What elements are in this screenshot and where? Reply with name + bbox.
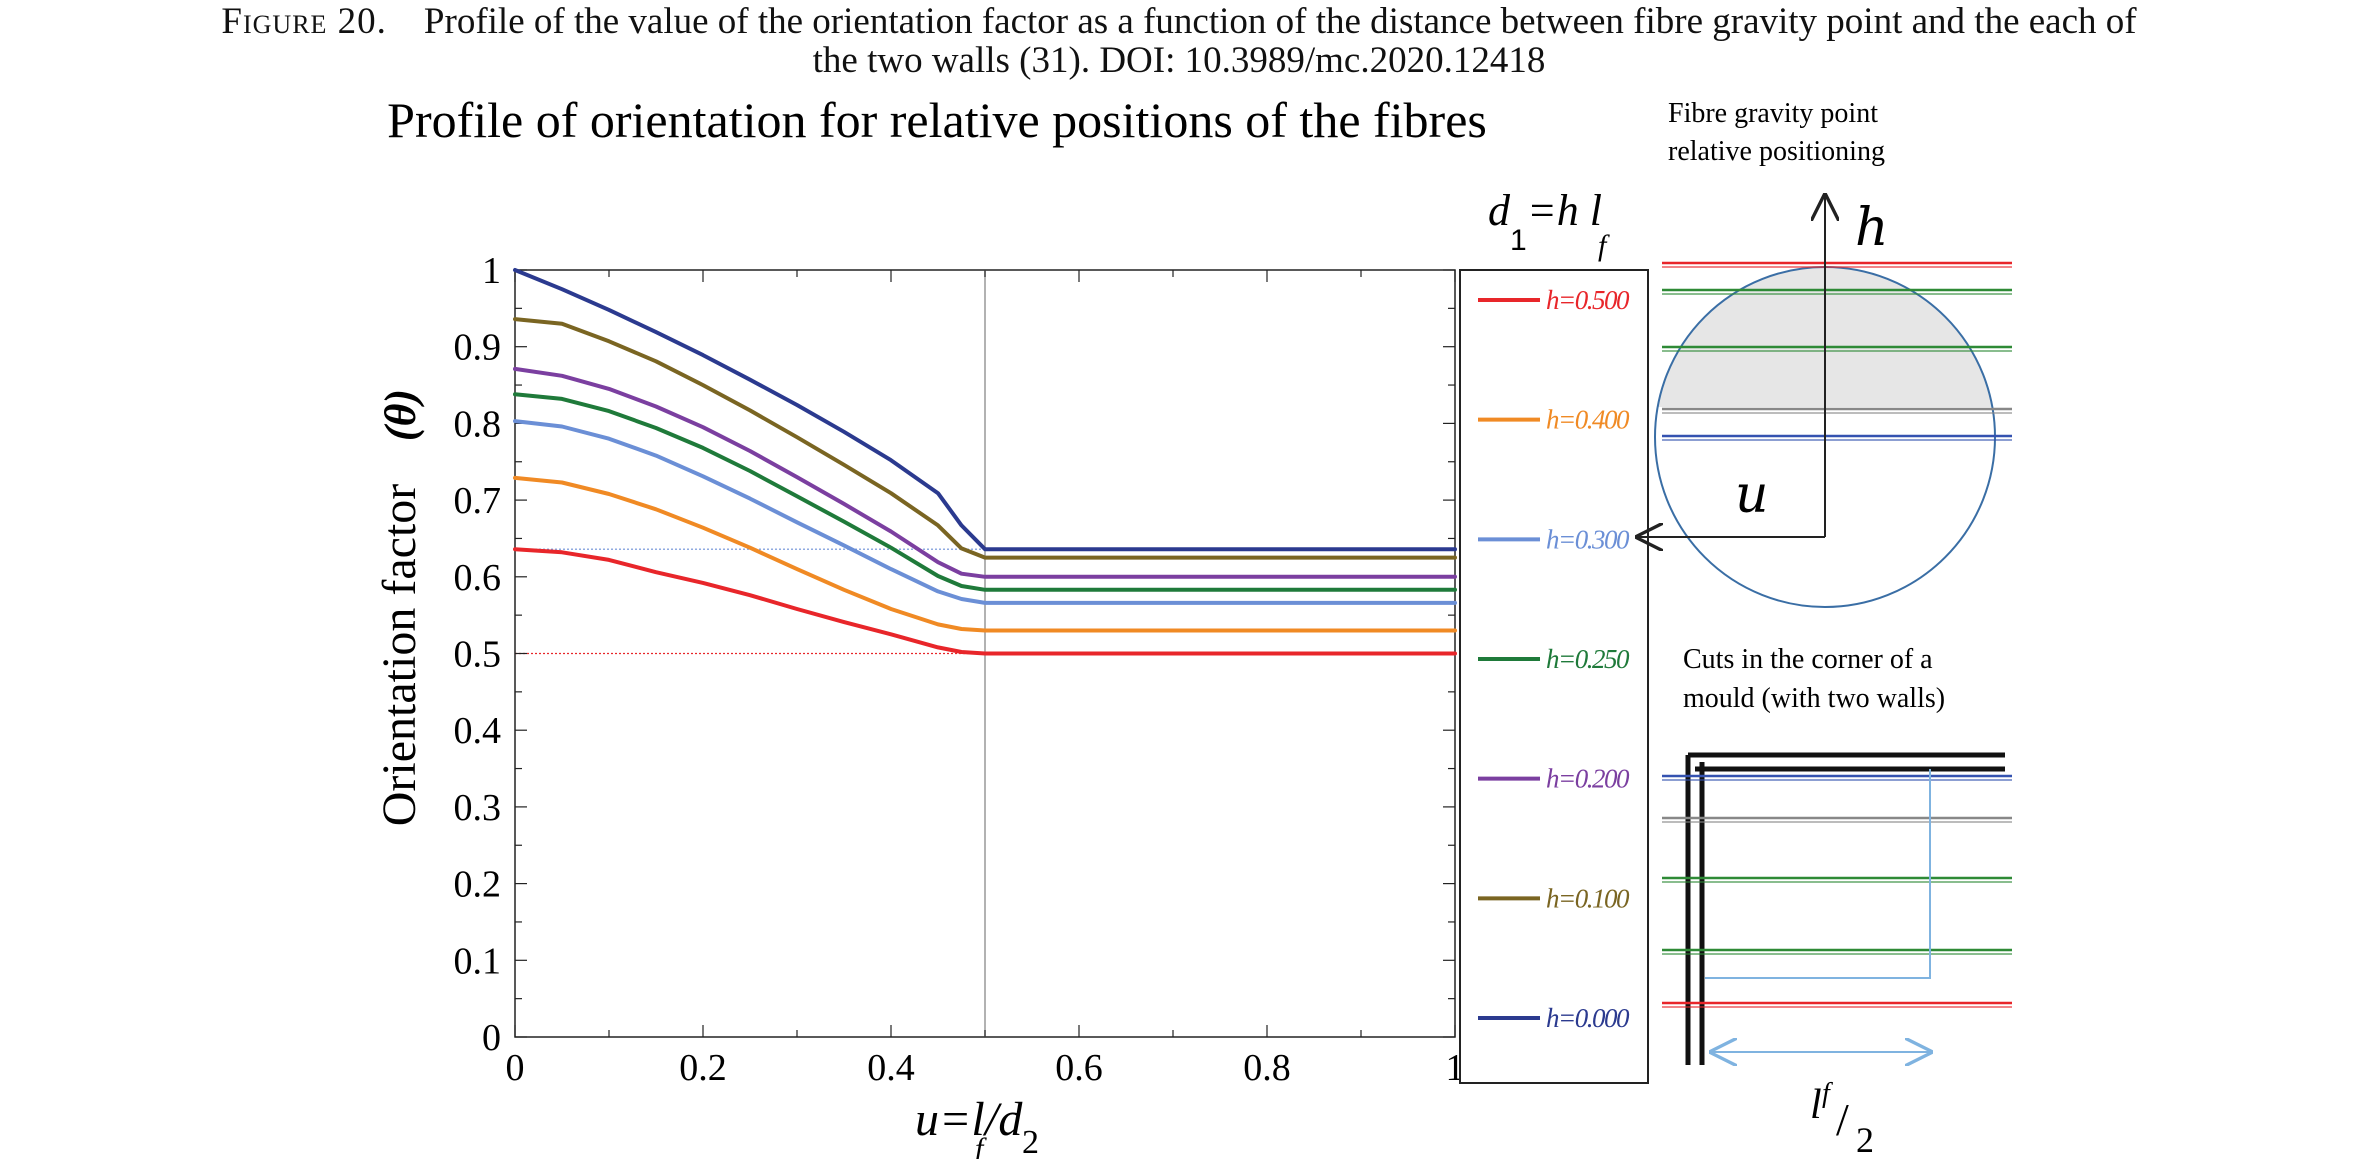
series-line — [513, 547, 1457, 656]
y-tick-label: 0 — [482, 1017, 501, 1059]
legend-label: h=0.250 — [1546, 644, 1630, 674]
circle-cap-shading — [1655, 267, 1995, 407]
caption-text-1: Profile of the value of the orientation … — [423, 1, 2137, 42]
x-tick-label: 0.4 — [867, 1047, 915, 1089]
lf-half-label-f: f — [1822, 1078, 1833, 1109]
x-axis-label: u=l f /d 2 — [915, 1093, 1039, 1159]
chart-title: Profile of orientation for relative posi… — [387, 92, 1487, 148]
u-label: u — [1735, 465, 1769, 525]
y-tick-label: 0.7 — [454, 480, 502, 522]
reference-lines — [515, 548, 985, 655]
series-line — [513, 366, 1457, 579]
x-tick-label: 0.8 — [1243, 1047, 1291, 1089]
caption-line-1: Figure 20. Profile of the value of the o… — [0, 2, 2358, 41]
y-tick-label: 0.9 — [454, 327, 502, 369]
fibre-extent-outline — [1705, 769, 1931, 979]
legend-label: h=0.200 — [1546, 764, 1630, 794]
legend-title-eq: =h l — [1527, 186, 1602, 235]
y-tick-label: 0.4 — [454, 710, 502, 752]
figure-label: Figure 20. — [221, 1, 387, 42]
legend-label: h=0.000 — [1546, 1003, 1630, 1033]
y-axis-label: Orientation factor (θ) — [373, 389, 426, 826]
gravity-position-lines — [1662, 261, 2012, 441]
lf-half-label-2: 2 — [1856, 1120, 1874, 1159]
mould-title-line1: Cuts in the corner of a — [1683, 644, 1933, 675]
lf-half-label-l: l — [1810, 1082, 1822, 1128]
gravity-title-line1: Fibre gravity point — [1668, 98, 1878, 129]
legend-title-d: d — [1488, 186, 1511, 235]
y-tick-label: 0.5 — [454, 634, 502, 676]
x-tick-labels: 0 0.2 0.4 0.6 0.8 1 — [506, 1047, 1465, 1089]
gravity-title-line2: relative positioning — [1668, 136, 1885, 167]
x-tick-label: 0 — [506, 1047, 525, 1089]
legend-label: h=0.500 — [1546, 285, 1630, 315]
x-tick-label: 0.2 — [679, 1047, 727, 1089]
y-axis-label-theta: (θ) — [376, 389, 425, 441]
mould-cut-lines — [1662, 774, 2012, 1008]
legend-box — [1459, 269, 1649, 1084]
gravity-point-diagram: Fibre gravity point relative positioning… — [1638, 98, 2012, 608]
legend-label: h=0.300 — [1546, 524, 1630, 554]
h-label: h — [1855, 198, 1889, 258]
mould-corner-diagram: Cuts in the corner of a mould (with two … — [1662, 644, 2012, 1159]
series-line — [513, 475, 1457, 633]
series-line — [513, 317, 1457, 560]
legend-label: h=0.400 — [1546, 405, 1630, 435]
legend-title-sub1: 1 — [1510, 224, 1527, 257]
legend-items: h=0.500 h=0.400 h=0.300 h=0.250 h=0.200 h=0.1… — [1478, 285, 1631, 1033]
figure-caption: Figure 20. Profile of the value of the o… — [0, 2, 2358, 80]
series-lines — [513, 268, 1457, 656]
y-tick-label: 1 — [482, 250, 501, 292]
y-tick-label: 0.1 — [454, 940, 502, 982]
x-tick-label: 0.6 — [1055, 1047, 1103, 1089]
x-axis-label-sub-2: 2 — [1022, 1124, 1039, 1159]
legend-label: h=0.100 — [1546, 883, 1630, 913]
x-axis-label-text: u=l — [915, 1093, 985, 1146]
series-line — [513, 419, 1457, 605]
x-axis-label-slash: /d — [982, 1093, 1023, 1146]
y-axis-label-text: Orientation factor — [373, 484, 426, 827]
mould-title-line2: mould (with two walls) — [1683, 683, 1945, 714]
axis-ticks — [514, 269, 1456, 1038]
y-tick-labels: 0 0.1 0.2 0.3 0.4 0.5 0.6 0.7 0.8 0.9 1 — [454, 250, 502, 1059]
y-tick-label: 0.8 — [454, 403, 502, 445]
caption-line-2: the two walls (31). DOI: 10.3989/mc.2020… — [812, 40, 1546, 81]
lf-half-label-slash: / — [1836, 1094, 1849, 1145]
y-tick-label: 0.3 — [454, 787, 502, 829]
y-tick-label: 0.2 — [454, 864, 502, 906]
legend-title-subf: f — [1598, 229, 1610, 262]
series-line — [513, 392, 1457, 592]
y-tick-label: 0.6 — [454, 557, 502, 599]
series-line — [513, 268, 1457, 552]
